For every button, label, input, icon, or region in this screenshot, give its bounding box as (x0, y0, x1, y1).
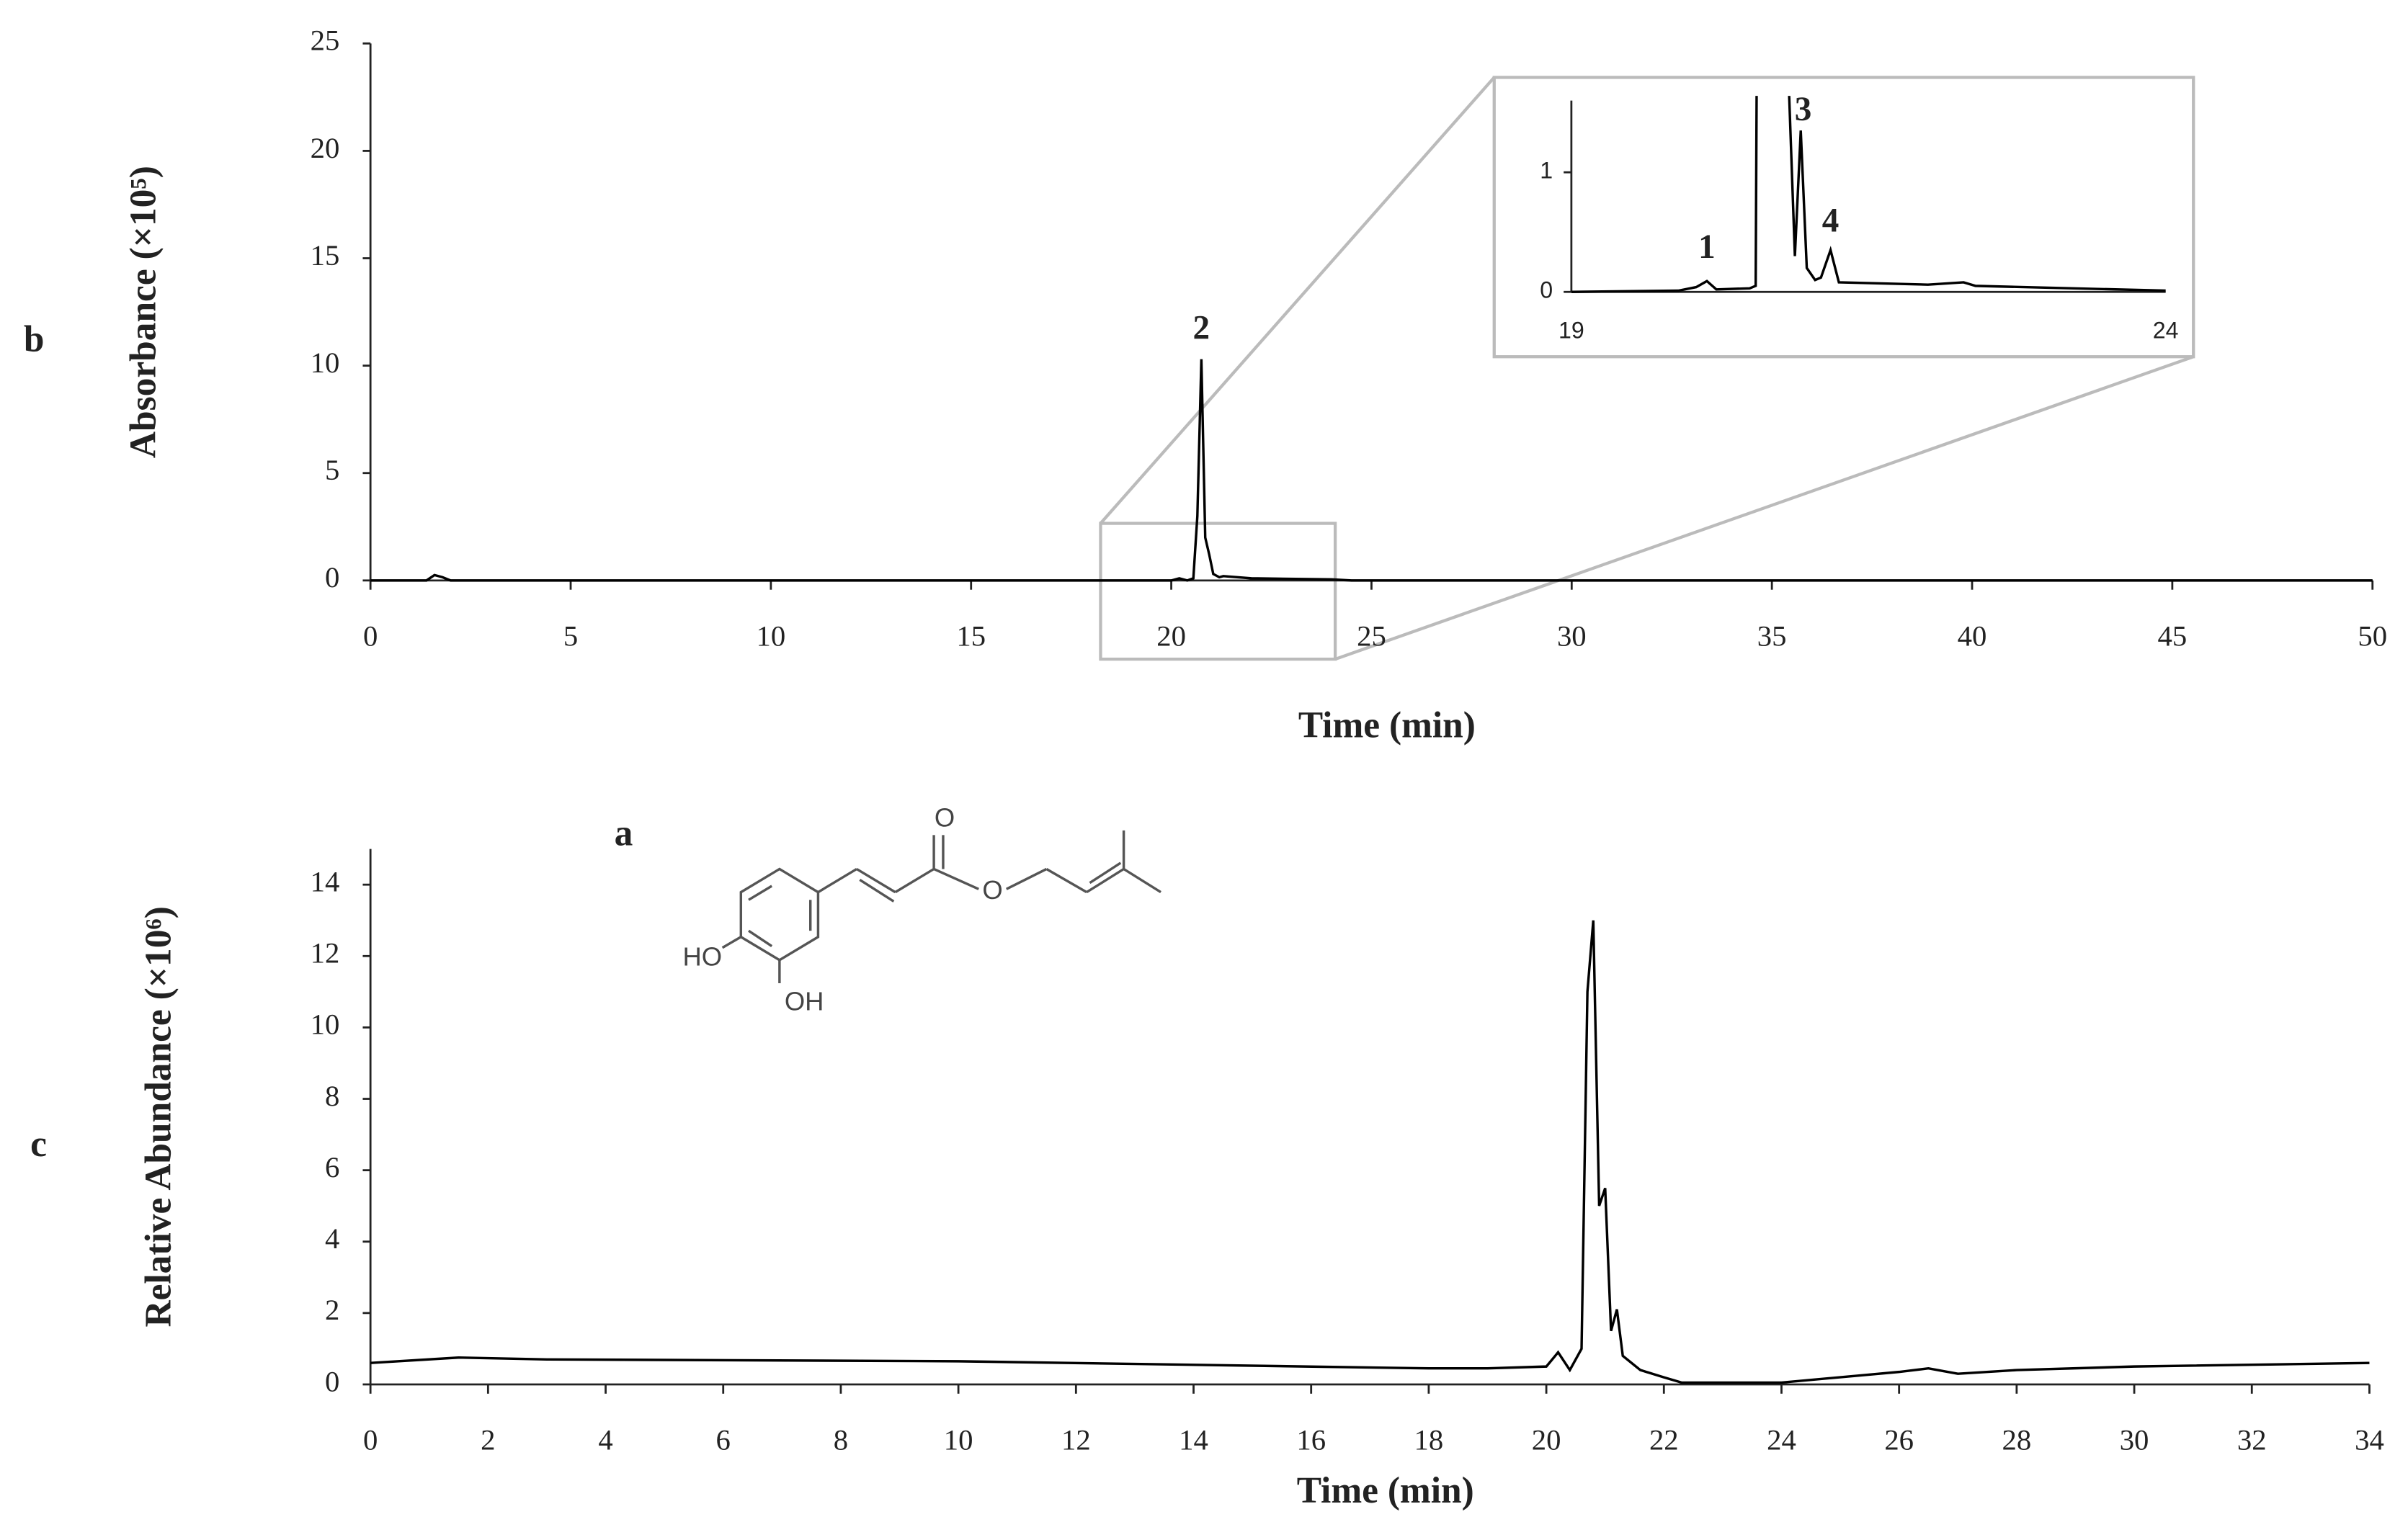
y-tick-label: 0 (1540, 277, 1553, 303)
panel-label: c (30, 1124, 47, 1165)
panel-label: a (615, 813, 633, 854)
x-tick-label: 20 (1532, 1424, 1561, 1456)
x-tick-label: 14 (1179, 1424, 1208, 1456)
chromatogram-line (370, 920, 2370, 1384)
x-tick-label: 28 (2002, 1424, 2032, 1456)
y-tick-label: 0 (325, 1365, 339, 1397)
y-tick-label: 0 (325, 561, 339, 594)
peak-label: 4 (1822, 202, 1840, 239)
y-tick-label: 12 (311, 937, 340, 970)
y-tick-label: 2 (325, 1294, 339, 1326)
x-tick-label: 15 (956, 620, 986, 653)
x-tick-label: 35 (1757, 620, 1787, 653)
x-tick-label: 34 (2355, 1424, 2384, 1456)
x-tick-label: 19 (1558, 317, 1584, 343)
peak-label: 3 (1795, 91, 1812, 128)
y-tick-label: 10 (311, 1008, 340, 1041)
y-axis-label: Relative Abundance (×10⁶) (138, 906, 179, 1327)
x-tick-label: 26 (1884, 1424, 1914, 1456)
y-tick-label: 5 (325, 454, 339, 486)
x-tick-label: 20 (1156, 620, 1186, 653)
y-tick-label: 10 (311, 346, 340, 379)
x-tick-label: 10 (944, 1424, 973, 1456)
molecule (721, 830, 1161, 983)
x-tick-label: 30 (2120, 1424, 2149, 1456)
x-tick-label: 18 (1414, 1424, 1444, 1456)
y-tick-label: 15 (311, 239, 340, 272)
x-tick-label: 0 (363, 1424, 378, 1456)
y-tick-label: 4 (325, 1222, 339, 1255)
x-tick-label: 24 (2153, 317, 2179, 343)
x-tick-label: 0 (363, 620, 378, 653)
chromatogram-line (1571, 96, 2166, 293)
x-tick-label: 50 (2358, 620, 2387, 653)
y-axis-label: Absorbance (×10⁵) (122, 166, 164, 458)
x-tick-label: 2 (481, 1424, 495, 1456)
peak-label: 2 (1192, 310, 1210, 347)
x-tick-label: 30 (1557, 620, 1587, 653)
y-tick-label: 1 (1540, 158, 1553, 184)
x-tick-label: 32 (2237, 1424, 2267, 1456)
y-tick-label: 20 (311, 132, 340, 164)
y-tick-label: 8 (325, 1080, 339, 1112)
zoom-guides (1099, 76, 2195, 661)
atom-label: O (935, 803, 955, 833)
x-tick-label: 6 (716, 1424, 731, 1456)
x-tick-label: 12 (1061, 1424, 1091, 1456)
atom-label: OH (785, 986, 824, 1016)
x-tick-label: 16 (1296, 1424, 1326, 1456)
x-tick-label: 40 (1958, 620, 1987, 653)
x-tick-label: 25 (1357, 620, 1386, 653)
chromatogram-line (370, 359, 2373, 582)
x-axis-label: Time (min) (1298, 704, 1476, 746)
panel-label: b (24, 319, 45, 360)
x-tick-label: 22 (1649, 1424, 1679, 1456)
x-axis-label: Time (min) (1297, 1470, 1474, 1511)
peak-label: 1 (1698, 228, 1716, 266)
x-tick-label: 10 (757, 620, 786, 653)
x-tick-label: 8 (834, 1424, 848, 1456)
x-tick-label: 5 (563, 620, 578, 653)
atom-label: HO (682, 941, 722, 971)
y-tick-label: 6 (325, 1151, 339, 1183)
x-tick-label: 45 (2158, 620, 2188, 653)
y-tick-label: 14 (311, 866, 340, 898)
x-tick-label: 24 (1767, 1424, 1796, 1456)
atom-label: O (982, 875, 1002, 905)
y-tick-label: 25 (311, 24, 340, 57)
x-tick-label: 4 (598, 1424, 612, 1456)
